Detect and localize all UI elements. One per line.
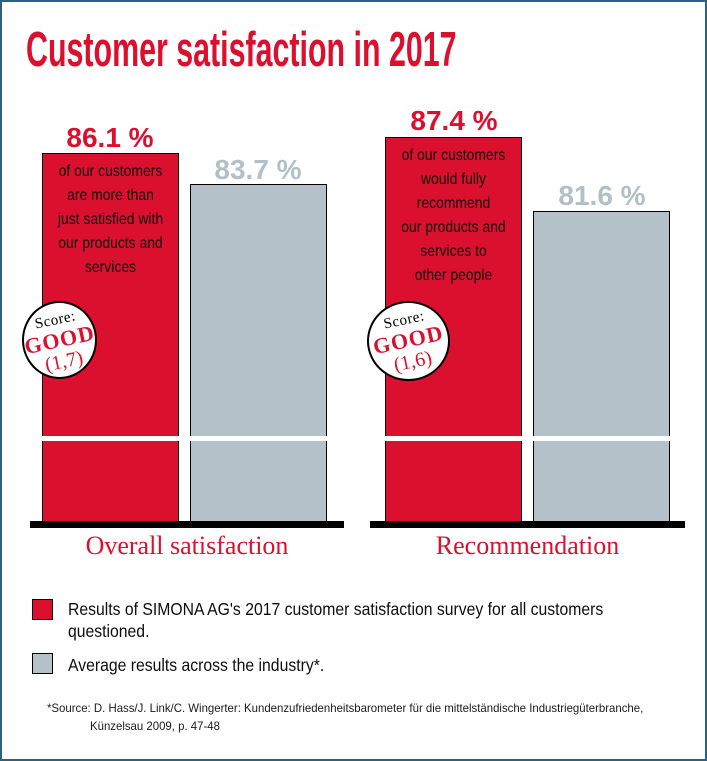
legend-label-simona: Results of SIMONA AG's 2017 customer sat…: [68, 599, 604, 641]
bar-annotation-recommendation: of our customers would fully recommend o…: [401, 147, 506, 284]
legend-swatch-simona: [32, 599, 53, 620]
category-label-overall: Overall satisfaction: [85, 531, 289, 560]
score-badge-overall: Score: GOOD (1,7): [22, 301, 97, 379]
page-title: Customer satisfaction in 2017: [26, 23, 457, 77]
bar-industry-recommendation: [533, 211, 670, 522]
value-label-industry-recommendation: 81.6 %: [558, 180, 646, 211]
footnote-source-line2: Künzelsau 2009, p. 47-48: [90, 719, 220, 733]
footnote-source-line1: *Source: D. Hass/J. Link/C. Wingerter: K…: [47, 701, 644, 715]
score-badge-content: Score: GOOD (1,6): [362, 296, 455, 387]
bar-annotation-overall: of our customers are more than just sati…: [57, 163, 164, 276]
legend-swatch-industry: [32, 653, 53, 674]
category-label-recommendation: Recommendation: [435, 531, 620, 560]
score-badge-content: Score: GOOD (1,7): [17, 296, 102, 383]
score-badge-recommendation: Score: GOOD (1,6): [367, 301, 450, 381]
value-label-simona-overall: 86.1 %: [66, 122, 154, 153]
baseline-overall: [30, 521, 344, 528]
bar-industry-overall: [190, 184, 327, 522]
value-label-simona-recommendation: 87.4 %: [410, 105, 498, 136]
baseline-recommendation: [370, 521, 685, 528]
axis-break-line: [22, 436, 688, 441]
legend-label-industry: Average results across the industry*.: [68, 655, 325, 675]
value-label-industry-overall: 83.7 %: [214, 154, 302, 185]
